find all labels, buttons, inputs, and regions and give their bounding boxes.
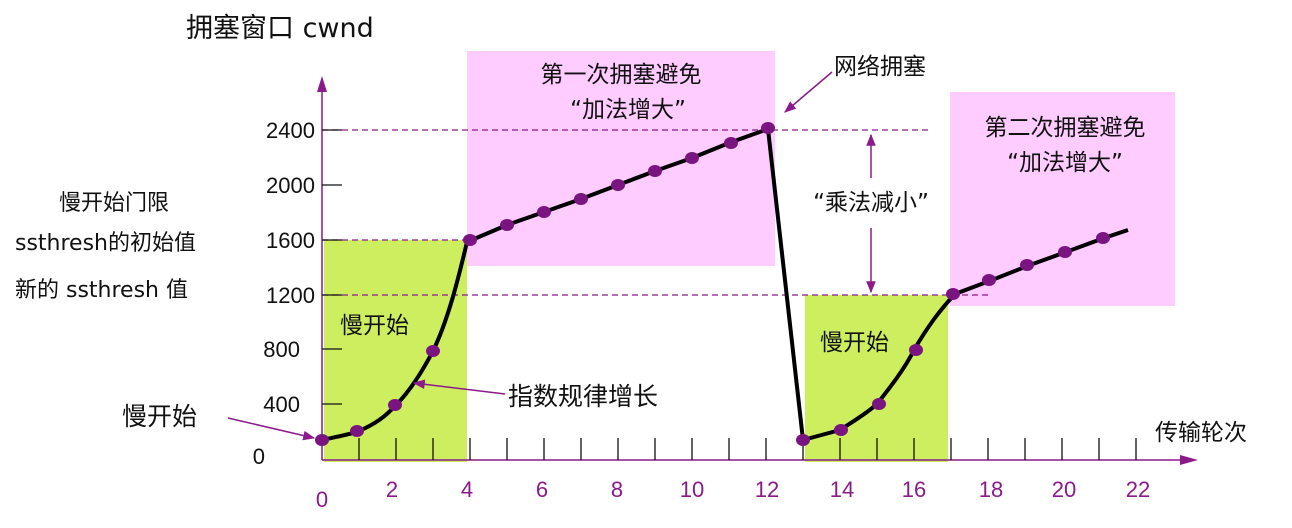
- exp-growth-arrow: [412, 379, 506, 395]
- svg-text:16: 16: [902, 477, 926, 502]
- ssthresh-init-label-1: 慢开始门限: [59, 191, 169, 216]
- y-tick-labels: 2400 2000 1600 1200 800 400 0: [253, 118, 315, 469]
- svg-text:10: 10: [680, 477, 704, 502]
- svg-text:22: 22: [1126, 477, 1150, 502]
- slow-start-label-2: 慢开始: [820, 330, 889, 356]
- mult-decrease-label: “乘法减小”: [813, 190, 929, 216]
- svg-text:0: 0: [253, 444, 265, 469]
- x-tick-labels: 0 2 4 6 8 10 12 14 16 18 20 22: [316, 477, 1150, 512]
- svg-text:400: 400: [263, 392, 300, 417]
- ca2-label-line2: “加法增大”: [1007, 150, 1123, 176]
- svg-text:1200: 1200: [266, 283, 315, 308]
- ca1-label-line2: “加法增大”: [570, 97, 686, 123]
- y-axis-arrow-icon: [317, 76, 327, 92]
- svg-text:800: 800: [263, 337, 300, 362]
- slow-start-arrow: [227, 417, 316, 441]
- ssthresh-new-label: 新的 ssthresh 值: [15, 278, 188, 303]
- slow-start-region-2: [805, 295, 948, 462]
- svg-text:6: 6: [536, 477, 548, 502]
- congestion-avoidance-region-1: [467, 51, 775, 266]
- ca2-label-line1: 第二次拥塞避免: [985, 115, 1146, 141]
- svg-text:2000: 2000: [266, 173, 315, 198]
- svg-text:0: 0: [316, 487, 328, 512]
- svg-text:8: 8: [611, 477, 623, 502]
- congestion-arrow: [784, 71, 833, 113]
- y-axis-title: 拥塞窗口 cwnd: [186, 13, 374, 44]
- x-tick-marks: [358, 438, 1137, 460]
- ca1-label-line1: 第一次拥塞避免: [541, 62, 702, 88]
- ssthresh-init-label-2: ssthresh的初始值: [15, 231, 196, 256]
- y-tick-marks: [322, 129, 342, 405]
- slow-start-left-label: 慢开始: [122, 402, 197, 431]
- svg-text:1600: 1600: [266, 228, 315, 253]
- svg-text:2: 2: [386, 477, 398, 502]
- data-points: [315, 122, 1110, 446]
- svg-text:20: 20: [1052, 477, 1076, 502]
- svg-text:2400: 2400: [266, 118, 315, 143]
- svg-text:18: 18: [979, 477, 1003, 502]
- x-axis-arrow-icon: [1180, 455, 1198, 465]
- slow-start-region-1: [324, 240, 467, 462]
- congestion-avoidance-region-2: [950, 92, 1175, 306]
- svg-text:4: 4: [461, 477, 473, 502]
- slow-start-label-1: 慢开始: [340, 313, 409, 339]
- exp-growth-label: 指数规律增长: [508, 382, 658, 411]
- congestion-label: 网络拥塞: [834, 54, 926, 80]
- svg-text:12: 12: [755, 477, 779, 502]
- x-axis-title: 传输轮次: [1155, 420, 1247, 446]
- svg-text:14: 14: [830, 477, 854, 502]
